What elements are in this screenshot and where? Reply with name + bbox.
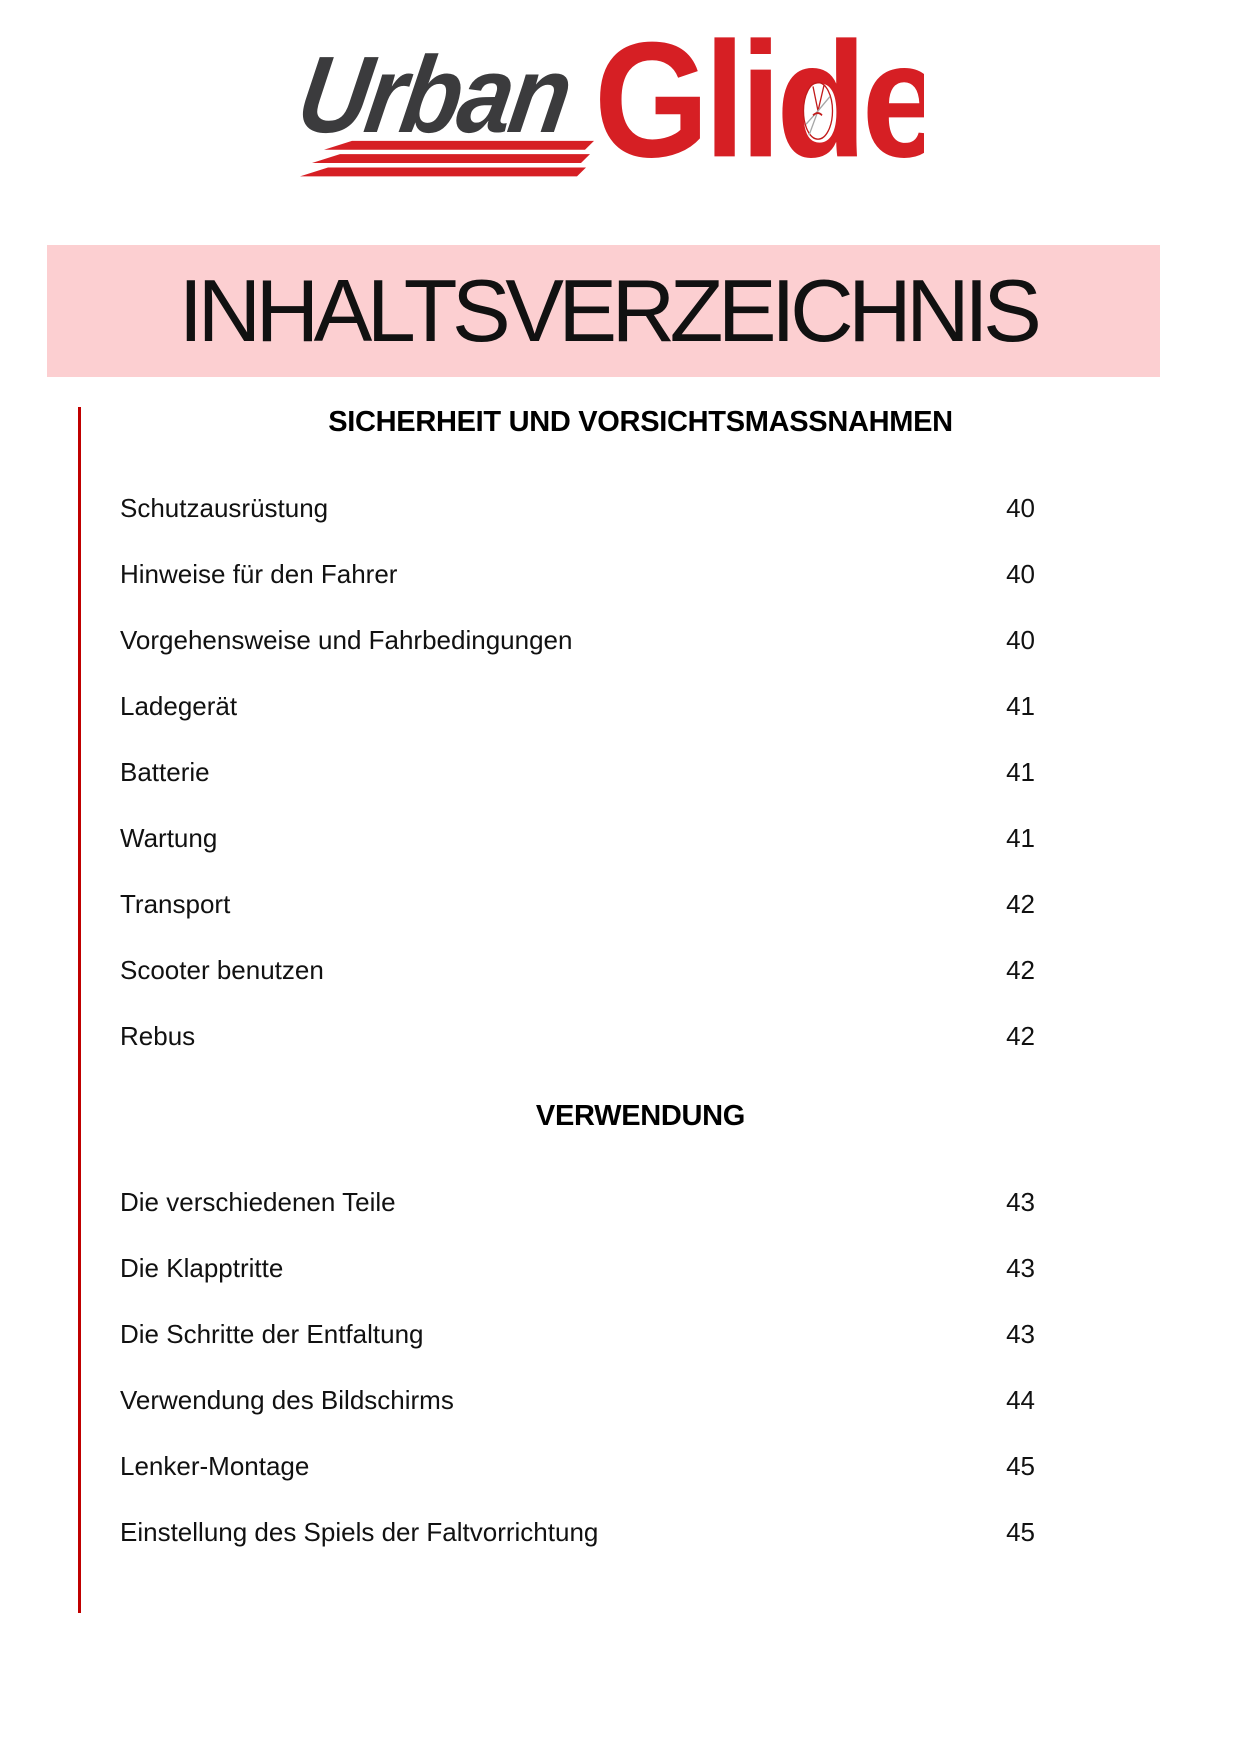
svg-text:Glide: Glide	[594, 8, 924, 178]
svg-text:Urban: Urban	[294, 35, 578, 156]
